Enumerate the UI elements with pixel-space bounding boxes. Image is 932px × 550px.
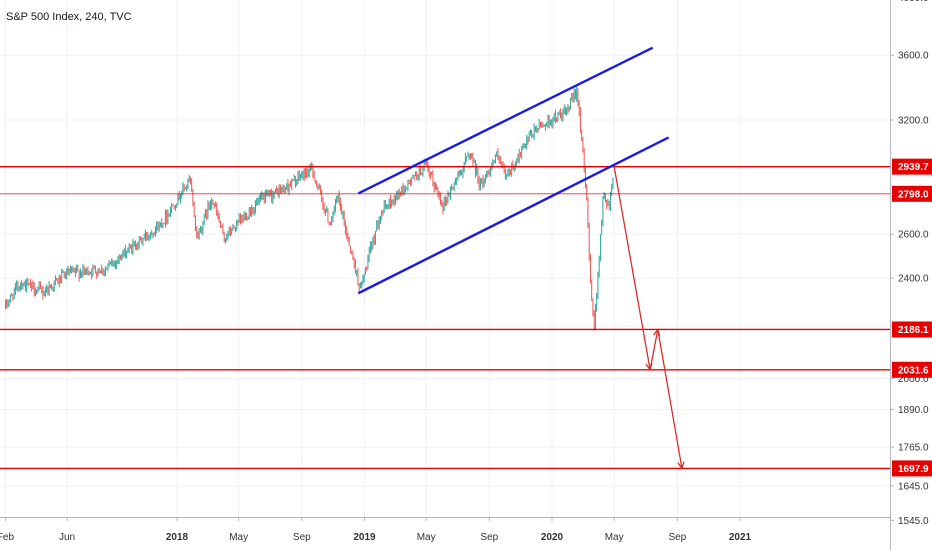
price-tick-label: 1545.0	[898, 516, 929, 527]
price-tick-label: 1890.0	[898, 405, 929, 416]
price-tick-label: 2600.0	[898, 230, 929, 241]
level-badge	[892, 321, 932, 338]
time-tick-label: Feb	[0, 532, 14, 543]
time-tick-label: Sep	[293, 532, 311, 543]
price-axis[interactable]: 4000.03600.03200.02800.02600.02400.02200…	[890, 0, 932, 550]
level-badge-label: 2186.1	[898, 325, 929, 336]
level-badge	[892, 460, 932, 477]
price-tick-label: 1765.0	[898, 443, 929, 454]
price-tick-label: 1645.0	[898, 481, 929, 492]
price-tick-label: 2000.0	[898, 374, 929, 385]
projection-arrowhead	[677, 461, 685, 470]
level-badge-label: 2031.6	[898, 365, 929, 376]
price-tick-label: 3200.0	[898, 116, 929, 127]
time-tick-label: 2021	[729, 532, 752, 543]
projection-path	[613, 166, 685, 470]
chart-title: S&P 500 Index, 240, TVC	[6, 11, 132, 23]
level-badge	[892, 185, 932, 202]
price-tick-label: 3600.0	[898, 51, 929, 62]
time-tick-label: Sep	[480, 532, 498, 543]
projection-segment	[657, 329, 683, 469]
time-tick-label: May	[605, 532, 624, 543]
projection-segment	[613, 166, 651, 370]
projection-segment	[649, 329, 659, 370]
level-badge-label: 1697.9	[898, 464, 929, 475]
channel-lines	[357, 46, 670, 295]
level-badge-label: 2798.0	[898, 189, 929, 200]
time-tick-label: May	[229, 532, 248, 543]
grid	[0, 0, 890, 521]
level-badge	[892, 158, 932, 175]
level-badge-label: 2939.7	[898, 162, 929, 173]
price-tick-label: 4000.0	[898, 0, 929, 4]
time-tick-label: Sep	[668, 532, 686, 543]
time-axis-bg	[0, 517, 890, 550]
time-tick-label: 2019	[353, 532, 376, 543]
level-badge	[892, 361, 932, 378]
time-tick-label: May	[417, 532, 436, 543]
time-tick-label: 2020	[541, 532, 564, 543]
candles	[4, 86, 614, 331]
channel-line-upper	[357, 46, 654, 195]
time-axis[interactable]: Feb Jun 2018 May Sep 2019 May Sep 2020 May Sep 2021	[0, 517, 890, 550]
time-tick-label: 2018	[166, 532, 189, 543]
price-tick-label: 2400.0	[898, 274, 929, 285]
time-tick-label: Jun	[59, 532, 75, 543]
horizontal-levels	[0, 165, 890, 470]
channel-line-lower	[357, 136, 670, 295]
price-axis-bg	[890, 0, 932, 550]
